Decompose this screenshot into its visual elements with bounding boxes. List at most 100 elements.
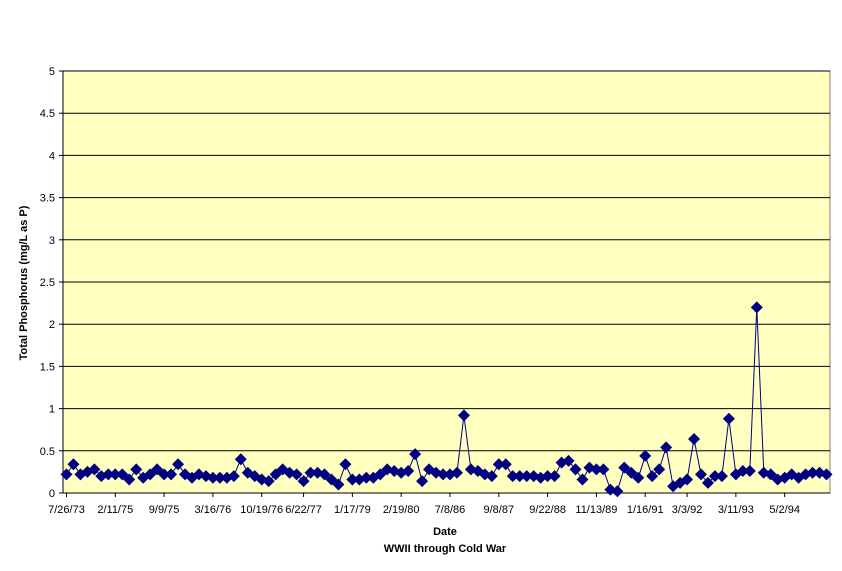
y-tick-label: 1.5 <box>40 361 55 373</box>
data-point <box>325 473 338 486</box>
data-point <box>346 473 359 486</box>
data-point <box>576 473 589 486</box>
data-point <box>736 465 749 478</box>
data-point <box>360 471 373 484</box>
data-point <box>541 470 554 483</box>
data-point <box>639 449 652 462</box>
y-axis-title: Total Phosphorus (mg/L as P) <box>18 205 30 360</box>
data-point <box>632 471 645 484</box>
x-tick-label: 10/19/76 <box>240 504 283 516</box>
data-point <box>60 468 73 481</box>
x-axis-title: Date <box>433 526 457 538</box>
y-tick-label: 3.5 <box>40 193 55 205</box>
data-point <box>67 458 80 471</box>
data-point <box>158 468 171 481</box>
data-point <box>290 468 303 481</box>
data-point <box>457 409 470 422</box>
y-tick-label: 5 <box>49 66 55 78</box>
y-tick-label: 3 <box>49 235 55 247</box>
y-tick-label: 2 <box>49 319 55 331</box>
data-point <box>688 432 701 445</box>
x-tick-label: 9/22/88 <box>529 504 566 516</box>
data-point <box>88 463 101 476</box>
data-point <box>262 475 275 488</box>
data-point <box>172 458 185 471</box>
data-point <box>806 466 819 479</box>
data-point <box>339 458 352 471</box>
x-tick-label: 3/16/76 <box>195 504 232 516</box>
y-tick-label: 0.5 <box>40 446 55 458</box>
data-point <box>227 470 240 483</box>
data-point <box>750 301 763 314</box>
x-tick-label: 9/9/75 <box>149 504 180 516</box>
data-point <box>437 468 450 481</box>
x-tick-label: 3/3/92 <box>672 504 703 516</box>
x-tick-label: 1/17/79 <box>334 504 371 516</box>
series-markers <box>60 301 833 498</box>
x-axis-ticks: 7/26/73 2/11/75 9/9/75 3/16/76 10/19/76 6/22/… <box>48 493 800 516</box>
data-point <box>708 470 721 483</box>
data-point <box>409 448 422 461</box>
data-point <box>562 454 575 467</box>
y-tick-label: 1 <box>49 404 55 416</box>
data-point <box>450 466 463 479</box>
data-point <box>743 465 756 478</box>
data-point <box>695 468 708 481</box>
data-point <box>681 473 694 486</box>
x-tick-label: 3/11/93 <box>718 504 754 516</box>
data-point <box>123 473 136 486</box>
data-point <box>416 475 429 488</box>
data-point <box>234 453 247 466</box>
data-point <box>660 441 673 454</box>
data-point <box>402 465 415 478</box>
data-point <box>506 470 519 483</box>
data-point <box>701 476 714 489</box>
data-point <box>611 485 624 498</box>
data-point <box>102 468 115 481</box>
data-point <box>520 470 533 483</box>
data-point <box>618 461 631 474</box>
data-point <box>109 468 122 481</box>
data-point <box>144 468 157 481</box>
data-point <box>653 463 666 476</box>
data-point <box>332 478 345 491</box>
x-tick-label: 2/19/80 <box>383 504 420 516</box>
y-tick-label: 2.5 <box>40 277 55 289</box>
y-tick-label: 4.5 <box>40 108 55 120</box>
data-point <box>374 468 387 481</box>
y-tick-label: 4 <box>49 150 55 162</box>
data-point <box>485 470 498 483</box>
data-point <box>646 470 659 483</box>
data-point <box>513 470 526 483</box>
data-point <box>130 463 143 476</box>
x-tick-label: 2/11/75 <box>97 504 133 516</box>
data-point <box>269 468 282 481</box>
x-tick-label: 6/22/77 <box>285 504 322 516</box>
data-point <box>499 458 512 471</box>
data-point <box>213 471 226 484</box>
data-point <box>820 468 833 481</box>
x-tick-label: 11/13/89 <box>575 504 617 516</box>
data-point <box>548 470 561 483</box>
data-point <box>206 471 219 484</box>
x-tick-label: 7/26/73 <box>48 504 85 516</box>
data-point <box>492 458 505 471</box>
y-axis-ticks: 0 0.5 1 1.5 2 2.5 3 3.5 4 4.5 5 <box>40 66 63 500</box>
data-point <box>116 468 129 481</box>
data-point <box>165 468 178 481</box>
data-point <box>151 463 164 476</box>
x-tick-label: 5/2/94 <box>769 504 800 516</box>
data-point <box>597 463 610 476</box>
data-point <box>569 463 582 476</box>
data-point <box>590 463 603 476</box>
data-point <box>297 475 310 488</box>
x-tick-label: 9/8/87 <box>483 504 514 516</box>
x-tick-label: 1/16/91 <box>627 504 664 516</box>
data-point <box>715 470 728 483</box>
x-axis-subtitle: WWII through Cold War <box>384 543 507 555</box>
data-point <box>318 468 331 481</box>
data-point <box>304 466 317 479</box>
gridlines <box>63 70 830 452</box>
